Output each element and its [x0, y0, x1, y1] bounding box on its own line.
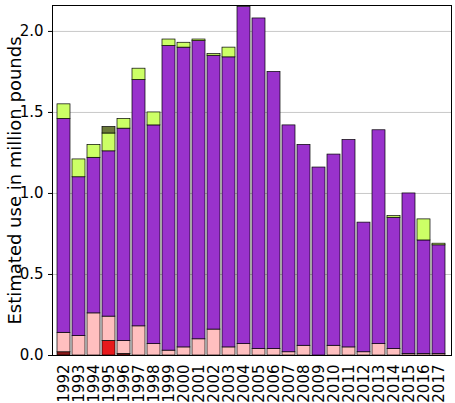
svg-text:2000: 2000: [174, 364, 193, 403]
svg-text:1995: 1995: [99, 364, 118, 403]
svg-text:2014: 2014: [384, 364, 403, 403]
svg-text:0.5: 0.5: [19, 265, 44, 284]
svg-text:2003: 2003: [219, 364, 238, 403]
svg-text:1993: 1993: [69, 364, 88, 403]
svg-text:1999: 1999: [159, 364, 178, 403]
svg-text:1994: 1994: [84, 364, 103, 403]
svg-text:2004: 2004: [234, 364, 253, 403]
svg-text:Estimated use in million pound: Estimated use in million pounds: [4, 36, 25, 324]
svg-text:2015: 2015: [399, 364, 418, 403]
svg-text:2.0: 2.0: [19, 22, 44, 41]
svg-text:2016: 2016: [414, 364, 433, 403]
svg-text:2001: 2001: [189, 364, 208, 403]
svg-text:1997: 1997: [129, 364, 148, 403]
svg-text:1996: 1996: [114, 364, 133, 403]
svg-text:2012: 2012: [354, 364, 373, 403]
svg-text:2009: 2009: [309, 364, 328, 403]
svg-text:2007: 2007: [279, 364, 298, 403]
svg-text:0.0: 0.0: [20, 346, 44, 364]
svg-text:2006: 2006: [264, 364, 283, 403]
svg-text:2013: 2013: [369, 364, 388, 403]
svg-text:1.0: 1.0: [19, 184, 44, 203]
svg-text:1998: 1998: [144, 364, 163, 403]
svg-text:2002: 2002: [204, 364, 223, 403]
svg-text:2011: 2011: [339, 364, 358, 403]
svg-text:2005: 2005: [249, 364, 268, 403]
svg-text:1992: 1992: [54, 364, 73, 403]
svg-text:2008: 2008: [294, 364, 313, 403]
svg-text:2017: 2017: [430, 365, 448, 403]
svg-text:2010: 2010: [324, 364, 343, 403]
svg-text:1.5: 1.5: [19, 103, 44, 122]
